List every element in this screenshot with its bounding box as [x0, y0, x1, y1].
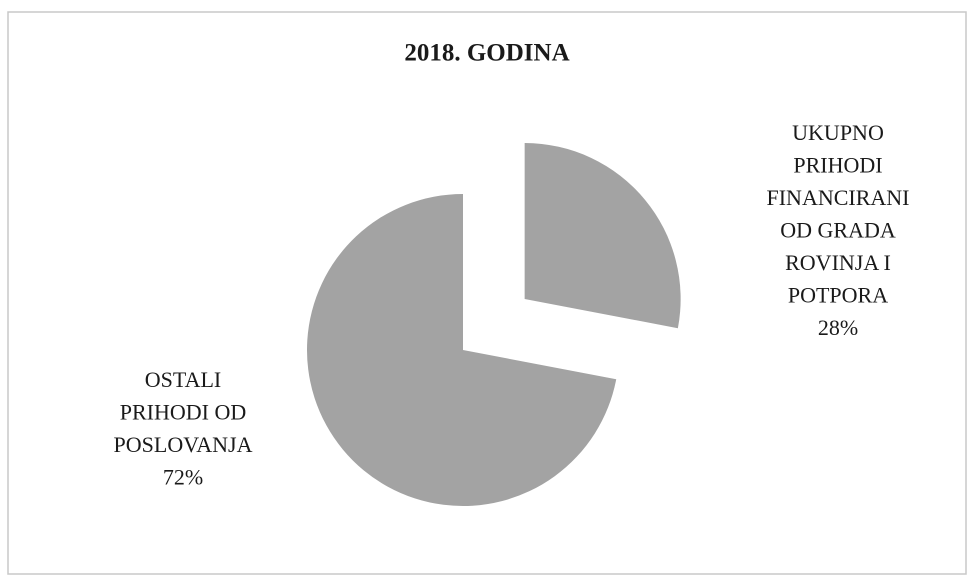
slice-value-label: 28%	[818, 315, 858, 340]
pie-slice	[524, 143, 681, 329]
chart-title: 2018. GODINA	[404, 40, 569, 67]
pie-slice	[307, 194, 617, 507]
slice-label: OSTALI PRIHODI OD POSLOVANJA	[114, 367, 253, 457]
slice-label: UKUPNO PRIHODI FINANCIRANI OD GRADA ROVINJA …	[767, 120, 910, 308]
slice-value-label: 72%	[163, 465, 203, 490]
